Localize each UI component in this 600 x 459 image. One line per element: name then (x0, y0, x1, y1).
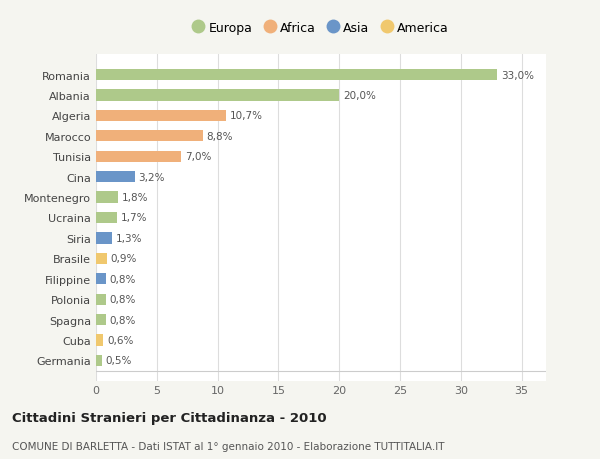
Text: 0,8%: 0,8% (109, 315, 136, 325)
Text: 1,3%: 1,3% (115, 233, 142, 243)
Text: 1,8%: 1,8% (122, 193, 148, 203)
Text: Cittadini Stranieri per Cittadinanza - 2010: Cittadini Stranieri per Cittadinanza - 2… (12, 412, 326, 425)
Bar (96, 253, 107, 264)
Text: 20,0%: 20,0% (343, 91, 376, 101)
Bar (96, 70, 497, 81)
Bar (96, 111, 226, 122)
Text: 0,9%: 0,9% (110, 254, 137, 264)
Text: 8,8%: 8,8% (206, 132, 233, 141)
Bar (96, 274, 106, 285)
Text: 0,6%: 0,6% (107, 335, 133, 345)
Text: 7,0%: 7,0% (185, 152, 211, 162)
Bar (96, 172, 135, 183)
Text: COMUNE DI BARLETTA - Dati ISTAT al 1° gennaio 2010 - Elaborazione TUTTITALIA.IT: COMUNE DI BARLETTA - Dati ISTAT al 1° ge… (12, 441, 445, 451)
Text: 0,8%: 0,8% (109, 274, 136, 284)
Text: 0,8%: 0,8% (109, 295, 136, 304)
Bar (96, 294, 106, 305)
Bar (96, 314, 106, 325)
Bar (96, 151, 181, 162)
Text: 0,5%: 0,5% (106, 356, 132, 365)
Bar (96, 90, 339, 101)
Text: 33,0%: 33,0% (501, 71, 534, 80)
Text: 1,7%: 1,7% (121, 213, 147, 223)
Bar (96, 131, 203, 142)
Bar (96, 192, 118, 203)
Bar (96, 213, 116, 224)
Bar (96, 355, 102, 366)
Text: 10,7%: 10,7% (230, 111, 263, 121)
Bar (96, 335, 103, 346)
Legend: Europa, Africa, Asia, America: Europa, Africa, Asia, America (193, 22, 449, 35)
Bar (96, 233, 112, 244)
Text: 3,2%: 3,2% (139, 172, 165, 182)
